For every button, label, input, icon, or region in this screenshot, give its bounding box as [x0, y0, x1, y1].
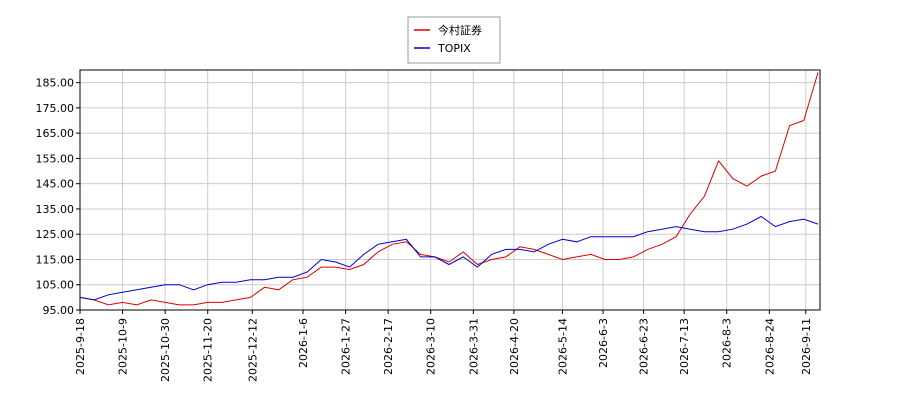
x-tick-label: 2026-6-3 — [597, 318, 610, 368]
legend-label: 今村証券 — [438, 23, 482, 37]
y-tick-label: 175.00 — [36, 102, 75, 115]
x-tick-label: 2026-3-31 — [467, 318, 480, 375]
x-tick-label: 2026-3-10 — [425, 318, 438, 375]
legend-box — [407, 16, 501, 64]
x-tick-label: 2026-9-11 — [800, 318, 813, 375]
y-tick-label: 165.00 — [36, 127, 75, 140]
x-tick-label: 2026-1-27 — [340, 318, 353, 375]
y-tick-label: 145.00 — [36, 178, 75, 191]
x-tick-label: 2025-10-30 — [159, 318, 172, 382]
plot-frame — [79, 69, 821, 311]
series-line — [79, 72, 819, 306]
y-tick-label: 135.00 — [36, 203, 75, 216]
y-tick-label: 105.00 — [36, 279, 75, 292]
y-tick-label: 185.00 — [36, 77, 75, 90]
legend-label: TOPIX — [437, 42, 471, 55]
x-tick-label: 2025-11-20 — [202, 318, 215, 382]
x-tick-label: 2026-1-6 — [297, 318, 310, 368]
x-tick-label: 2026-2-17 — [382, 318, 395, 375]
y-tick-label: 115.00 — [36, 253, 75, 266]
x-tick-label: 2026-5-14 — [557, 318, 570, 375]
x-tick-label: 2026-7-13 — [678, 318, 691, 375]
x-tick-label: 2026-8-24 — [763, 318, 776, 375]
x-tick-label: 2025-9-18 — [74, 318, 87, 375]
x-tick-label: 2025-10-9 — [117, 318, 130, 375]
y-tick-label: 125.00 — [36, 228, 75, 241]
x-tick-label: 2025-12-12 — [246, 318, 259, 382]
y-tick-label: 95.00 — [43, 304, 75, 317]
x-tick-label: 2026-8-3 — [721, 318, 734, 368]
legend: 今村証券 TOPIX — [407, 16, 501, 64]
series-line — [79, 215, 819, 301]
y-tick-label: 155.00 — [36, 152, 75, 165]
x-tick-label: 2026-6-23 — [638, 318, 651, 375]
x-tick-label: 2026-4-20 — [508, 318, 521, 375]
